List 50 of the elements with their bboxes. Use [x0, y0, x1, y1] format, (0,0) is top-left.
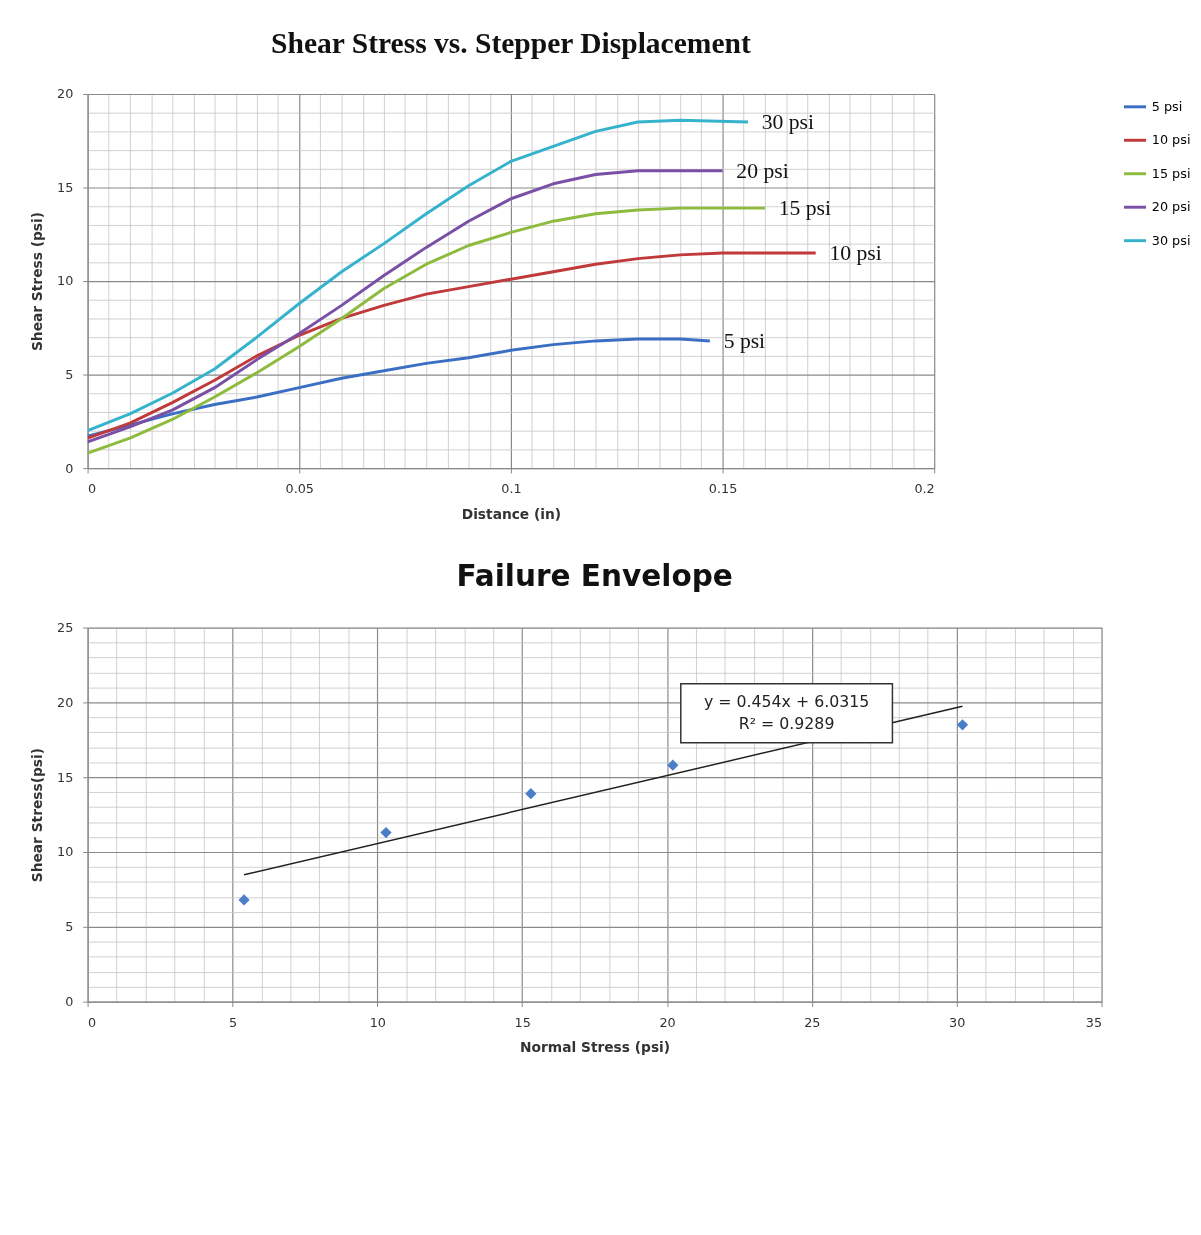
- point: [380, 826, 392, 839]
- x-tick-label: 15: [514, 1014, 531, 1030]
- annotation: 30 psi: [761, 109, 815, 134]
- y-axis-title: Shear Stress (psi): [29, 212, 46, 352]
- y-tick-label: 25: [57, 620, 74, 635]
- point: [956, 719, 969, 731]
- line-series: [87, 251, 818, 440]
- x-axis-title: Normal Stress (psi): [520, 1039, 671, 1056]
- annotation: y = 0.454x + 6.0315: [703, 692, 870, 712]
- x-tick-label: 0.1: [501, 481, 522, 497]
- legend-label: 5 psi: [1151, 98, 1183, 114]
- line-series: [87, 206, 767, 455]
- x-tick-label: 0: [88, 481, 97, 497]
- annotation: 10 psi: [829, 240, 882, 265]
- legend-label: 10 psi: [1151, 132, 1191, 148]
- legend-label: 30 psi: [1151, 232, 1191, 248]
- x-tick-label: 30: [949, 1014, 966, 1030]
- y-tick-label: 5: [65, 367, 74, 382]
- x-tick-label: 5: [228, 1014, 238, 1030]
- y-tick-label: 15: [57, 179, 74, 195]
- y-tick-label: 10: [57, 844, 74, 860]
- x-tick-label: 0.2: [914, 481, 935, 497]
- y-tick-label: 0: [65, 460, 74, 476]
- line-series: [87, 169, 725, 444]
- y-tick-label: 20: [57, 86, 74, 102]
- y-tick-label: 10: [57, 273, 74, 289]
- x-tick-label: 25: [804, 1014, 821, 1030]
- legend-label: 20 psi: [1151, 199, 1191, 215]
- annotation: 5 psi: [723, 328, 766, 353]
- x-tick-label: 0.05: [285, 481, 314, 497]
- x-tick-label: 0: [88, 1014, 97, 1030]
- y-tick-label: 20: [57, 694, 74, 710]
- annotation: 15 psi: [778, 195, 831, 220]
- chart-title: Failure Envelope: [456, 559, 733, 594]
- annotation: R² = 0.9289: [738, 713, 835, 733]
- legend-label: 15 psi: [1151, 165, 1191, 181]
- x-axis-title: Distance (in): [461, 505, 562, 522]
- y-tick-label: 5: [65, 919, 74, 935]
- y-tick-label: 0: [65, 994, 74, 1010]
- y-tick-label: 15: [57, 769, 74, 785]
- point: [238, 894, 250, 906]
- chart-title: Shear Stress vs. Stepper Displacement: [271, 26, 751, 59]
- x-tick-label: 10: [369, 1014, 386, 1030]
- point: [525, 788, 537, 800]
- x-tick-label: 20: [659, 1014, 676, 1030]
- x-tick-label: 0.15: [708, 481, 738, 497]
- x-tick-label: 35: [1085, 1014, 1103, 1030]
- annotation: 20 psi: [736, 158, 789, 183]
- point: [667, 759, 679, 771]
- y-axis-title: Shear Stress(psi): [29, 747, 46, 883]
